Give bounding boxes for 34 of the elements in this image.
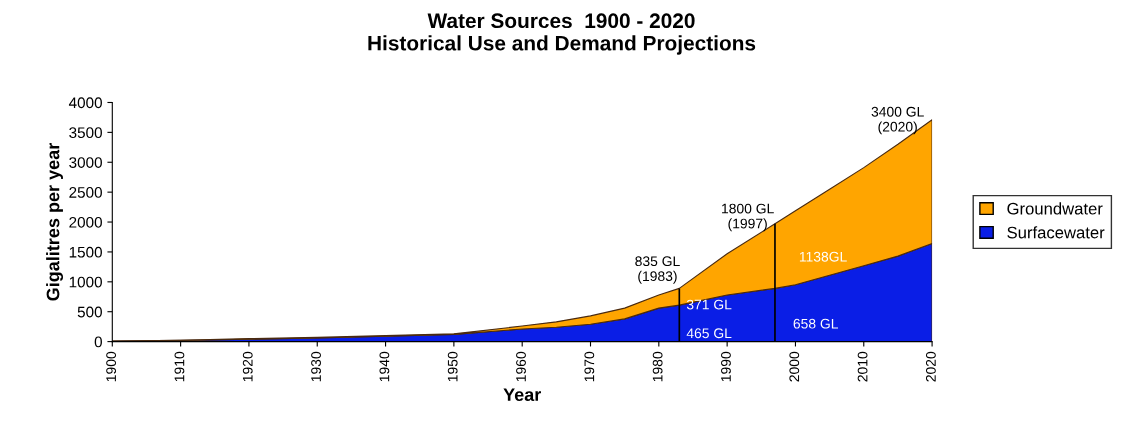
chart-title: Water Sources 1900 - 2020 Historical Use and Demand Projections <box>368 13 756 55</box>
x-tick-label: 2010 <box>857 351 868 382</box>
annotation: 835 GL (1983) <box>635 256 680 284</box>
x-tick-label: 1900 <box>106 351 117 382</box>
y-axis-title: Gigalitres per year <box>46 143 64 301</box>
y-tick-label: 2000 <box>69 216 102 228</box>
x-tick-label: 1990 <box>721 351 731 382</box>
x-tick-label: 2000 <box>789 351 800 382</box>
x-tick-label: 2020 <box>925 351 936 382</box>
y-tick-label: 3500 <box>69 127 102 139</box>
x-axis-title: Year <box>503 388 541 402</box>
annotation: 658 GL <box>793 318 838 329</box>
y-tick-label: 0 <box>94 336 102 348</box>
y-tick-label: 4000 <box>68 97 102 109</box>
x-tick-label: 1980 <box>652 351 663 382</box>
annotation: 3400 GL (2020) <box>871 106 924 135</box>
annotation: 1800 GL (1997) <box>722 203 774 232</box>
annotation: 465 GL <box>686 328 732 339</box>
annotation: 371 GL <box>686 299 732 310</box>
x-tick-label: 1960 <box>516 351 526 382</box>
x-tick-label: 1920 <box>242 351 253 382</box>
y-tick-label: 3000 <box>69 157 102 168</box>
annotation: 1138GL <box>799 251 847 262</box>
y-tick-label: 1500 <box>69 246 102 258</box>
x-tick-label: 1970 <box>584 351 595 382</box>
x-tick-label: 1910 <box>174 351 185 382</box>
legend-label: Groundwater <box>1007 202 1103 215</box>
x-tick-label: 1940 <box>379 351 390 382</box>
x-tick-label: 1930 <box>311 351 321 382</box>
y-tick-label: 2500 <box>69 187 102 198</box>
y-tick-label: 500 <box>77 306 102 318</box>
x-tick-label: 1950 <box>447 351 458 382</box>
legend-label: Surfacewater <box>1007 226 1105 239</box>
y-tick-label: 1000 <box>69 276 102 288</box>
